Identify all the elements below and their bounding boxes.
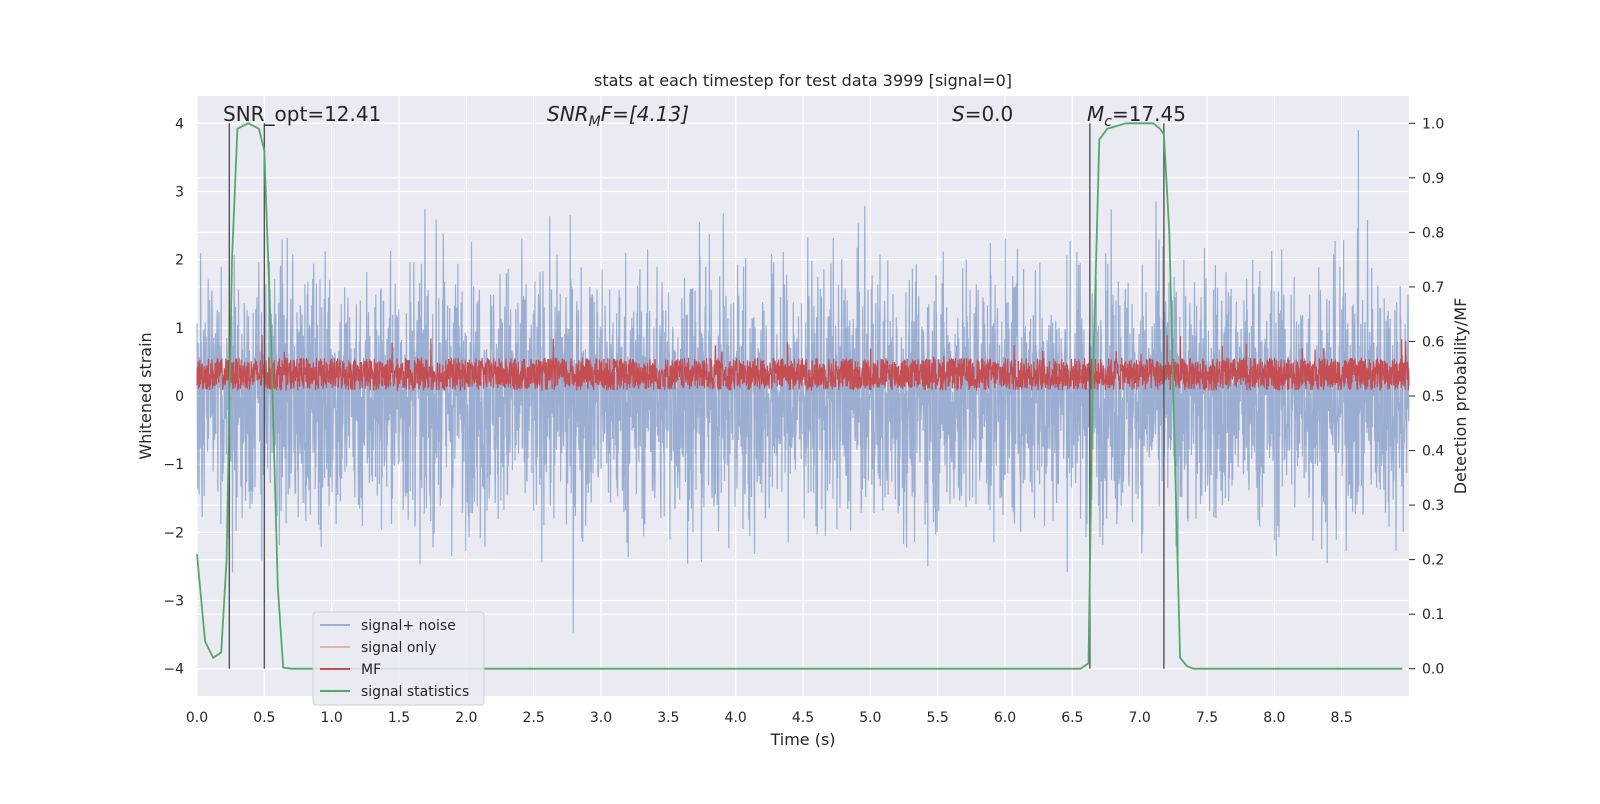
snr-mf-tail: F=[4.13] <box>601 102 689 126</box>
legend-label-signal-noise: signal+ noise <box>361 618 456 634</box>
y-tick-label: −2 <box>163 525 184 541</box>
legend-box <box>312 611 485 706</box>
y-tick-label: −3 <box>163 594 184 610</box>
mc-main: M <box>1087 102 1104 126</box>
x-tick-label: 5.5 <box>927 710 949 726</box>
x-tick-label: 8.0 <box>1263 710 1285 726</box>
y2-tick-label: 0.2 <box>1422 553 1444 569</box>
x-tick-label: 6.5 <box>1061 710 1083 726</box>
x-tick-label: 2.5 <box>523 710 545 726</box>
snr-mf-sub: M <box>589 114 601 130</box>
x-tick-label: 0.0 <box>186 710 208 726</box>
y-tick-label: −1 <box>163 457 184 473</box>
y2-tick-label: 0.6 <box>1422 334 1444 350</box>
y-tick-label: −4 <box>163 662 184 678</box>
chart-title: stats at each timestep for test data 399… <box>594 71 1012 90</box>
y2-tick-label: 0.9 <box>1422 171 1444 187</box>
y-tick-label: 4 <box>175 116 184 132</box>
x-tick-label: 6.0 <box>994 710 1016 726</box>
y-axis-label: Whitened strain <box>136 332 155 459</box>
x-axis-label: Time (s) <box>769 730 835 749</box>
y2-tick-label: 0.0 <box>1422 662 1444 678</box>
x-tick-label: 3.0 <box>590 710 612 726</box>
y-tick-label: 0 <box>175 389 184 405</box>
s-annotation: S=0.0 <box>952 102 1013 126</box>
signal-noise-line <box>196 130 1410 633</box>
y-tick-labels: 4 3 2 1 0 −1 −2 −3 −4 <box>163 116 184 677</box>
y2-tick-label: 0.8 <box>1422 225 1444 241</box>
s-main: S <box>952 102 965 126</box>
mf-line <box>196 335 1410 393</box>
x-tick-label: 2.0 <box>455 710 477 726</box>
x-tick-label: 3.5 <box>657 710 679 726</box>
y2-tick-label: 0.7 <box>1422 280 1444 296</box>
x-tick-label: 1.0 <box>321 710 343 726</box>
mc-tail: =17.45 <box>1112 102 1186 126</box>
legend-label-signal-only: signal only <box>361 640 436 656</box>
legend-label-signal-statistics: signal statistics <box>361 684 469 700</box>
mf-series <box>196 335 1410 393</box>
x-tick-label: 4.5 <box>792 710 814 726</box>
legend-label-mf: MF <box>361 662 381 678</box>
snr-mf-main: SNR <box>547 102 589 126</box>
signal-statistics-line <box>196 122 1403 670</box>
x-tick-label: 4.0 <box>725 710 747 726</box>
x-tick-labels: 0.0 0.5 1.0 1.5 2.0 2.5 3.0 3.5 4.0 4.5 5.0 5.5 6.0 6… <box>186 710 1353 726</box>
y2-tick-label: 0.5 <box>1422 389 1444 405</box>
mc-annotation: Mc=17.45 <box>1087 102 1186 130</box>
y-tick-label: 2 <box>175 253 184 269</box>
x-tick-label: 0.5 <box>253 710 275 726</box>
y2-tick-label: 0.3 <box>1422 498 1444 514</box>
y2-axis-label: Detection probability/MF <box>1451 298 1470 495</box>
legend: signal+ noise signal only MF signal stat… <box>312 611 485 706</box>
signal-noise-series <box>196 130 1410 633</box>
mc-sub: c <box>1104 114 1112 130</box>
snr-mf-annotation: SNRMF=[4.13] <box>547 102 689 130</box>
signal-statistics-series <box>196 122 1403 670</box>
y2-tick-label: 0.1 <box>1422 607 1444 623</box>
y2-tick-labels: 1.0 0.9 0.8 0.7 0.6 0.5 0.4 0.3 0.2 0.1 0.0 <box>1409 116 1444 678</box>
y-tick-label: 3 <box>175 184 184 200</box>
y2-tick-label: 1.0 <box>1422 116 1444 132</box>
x-tick-label: 7.0 <box>1129 710 1151 726</box>
x-tick-label: 8.5 <box>1331 710 1353 726</box>
x-tick-label: 5.0 <box>859 710 881 726</box>
x-tick-label: 1.5 <box>388 710 410 726</box>
s-tail: =0.0 <box>965 102 1014 126</box>
y2-tick-label: 0.4 <box>1422 444 1444 460</box>
y-tick-label: 1 <box>175 321 184 337</box>
x-tick-label: 7.5 <box>1196 710 1218 726</box>
snr-opt-annotation: SNR_opt=12.41 <box>223 102 381 126</box>
